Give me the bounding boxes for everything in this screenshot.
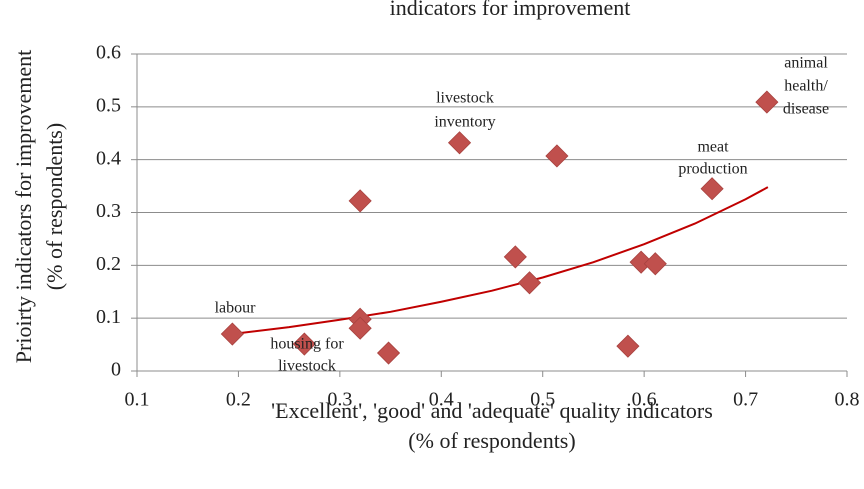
x-axis-label: 'Excellent', 'good' and 'adequate' quali… [271,398,713,423]
annotation: livestock [278,358,336,375]
x-tick-label: 0.8 [835,389,860,411]
point [376,341,401,365]
annotation: livestock [436,90,494,107]
annotation: inventory [434,114,495,131]
point [348,189,372,213]
point [447,131,472,155]
annotation: production [678,161,747,178]
y-tick-label: 0 [111,359,121,381]
x-tick-label: 0.6 [632,389,657,411]
x-tick-label: 0.1 [125,389,150,411]
y-tick-label: 0.2 [96,253,121,275]
annotation: meat [697,139,729,156]
point [517,271,542,295]
annotation: housing for [270,336,344,353]
x-tick-label: 0.2 [226,389,251,411]
point [616,334,640,358]
point [503,245,527,269]
y-axis-label: Prioirty indicators for improvement [11,50,36,363]
x-tick-label: 0.3 [327,389,352,411]
x-axis-label: (% of respondents) [408,428,575,453]
annotation: animal [784,55,828,72]
x-tick-label: 0.5 [530,389,555,411]
y-tick-label: 0.6 [96,42,121,64]
point [643,252,667,276]
y-tick-label: 0.1 [96,306,121,328]
y-tick-label: 0.5 [96,94,121,116]
y-tick-label: 0.4 [96,147,121,169]
annotation: health/ [784,78,828,95]
annotation: labour [215,300,257,317]
x-tick-label: 0.7 [733,389,758,411]
point [220,322,244,346]
x-tick-label: 0.4 [429,389,454,411]
point [629,250,653,274]
point [348,316,372,340]
annotation: disease [783,101,829,118]
y-axis-label: (% of respondents) [42,123,67,290]
point [755,90,779,114]
trendline [232,186,769,336]
point [700,177,724,201]
y-tick-label: 0.3 [96,200,121,222]
chart-title: indicators for improvement [390,0,631,20]
point [545,144,569,168]
point [292,332,316,356]
